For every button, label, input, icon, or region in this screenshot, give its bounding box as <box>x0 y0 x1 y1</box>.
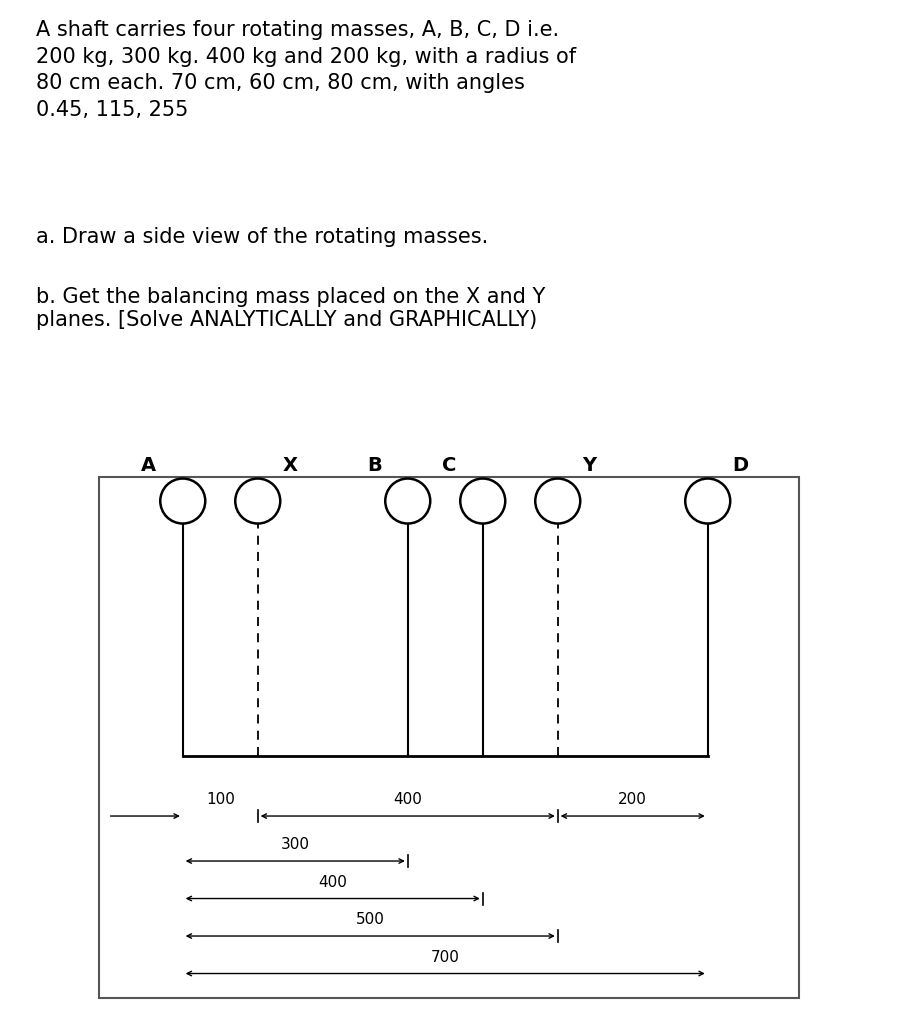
Text: A: A <box>141 456 156 475</box>
Text: B: B <box>366 456 382 475</box>
Text: a. Draw a side view of the rotating masses.: a. Draw a side view of the rotating mass… <box>36 227 489 247</box>
Text: b. Get the balancing mass placed on the X and Y
planes. [Solve ANALYTICALLY and : b. Get the balancing mass placed on the … <box>36 287 545 331</box>
Text: C: C <box>442 456 456 475</box>
Text: 100: 100 <box>206 792 234 807</box>
Text: A shaft carries four rotating masses, A, B, C, D i.e.
200 kg, 300 kg. 400 kg and: A shaft carries four rotating masses, A,… <box>36 20 576 120</box>
Text: D: D <box>733 456 749 475</box>
Text: 200: 200 <box>619 792 647 807</box>
Text: 500: 500 <box>356 912 384 927</box>
Text: 400: 400 <box>393 792 422 807</box>
Text: 400: 400 <box>318 874 348 890</box>
Text: 300: 300 <box>281 837 310 852</box>
Text: X: X <box>283 456 297 475</box>
Text: Y: Y <box>583 456 596 475</box>
Text: 700: 700 <box>431 949 460 965</box>
